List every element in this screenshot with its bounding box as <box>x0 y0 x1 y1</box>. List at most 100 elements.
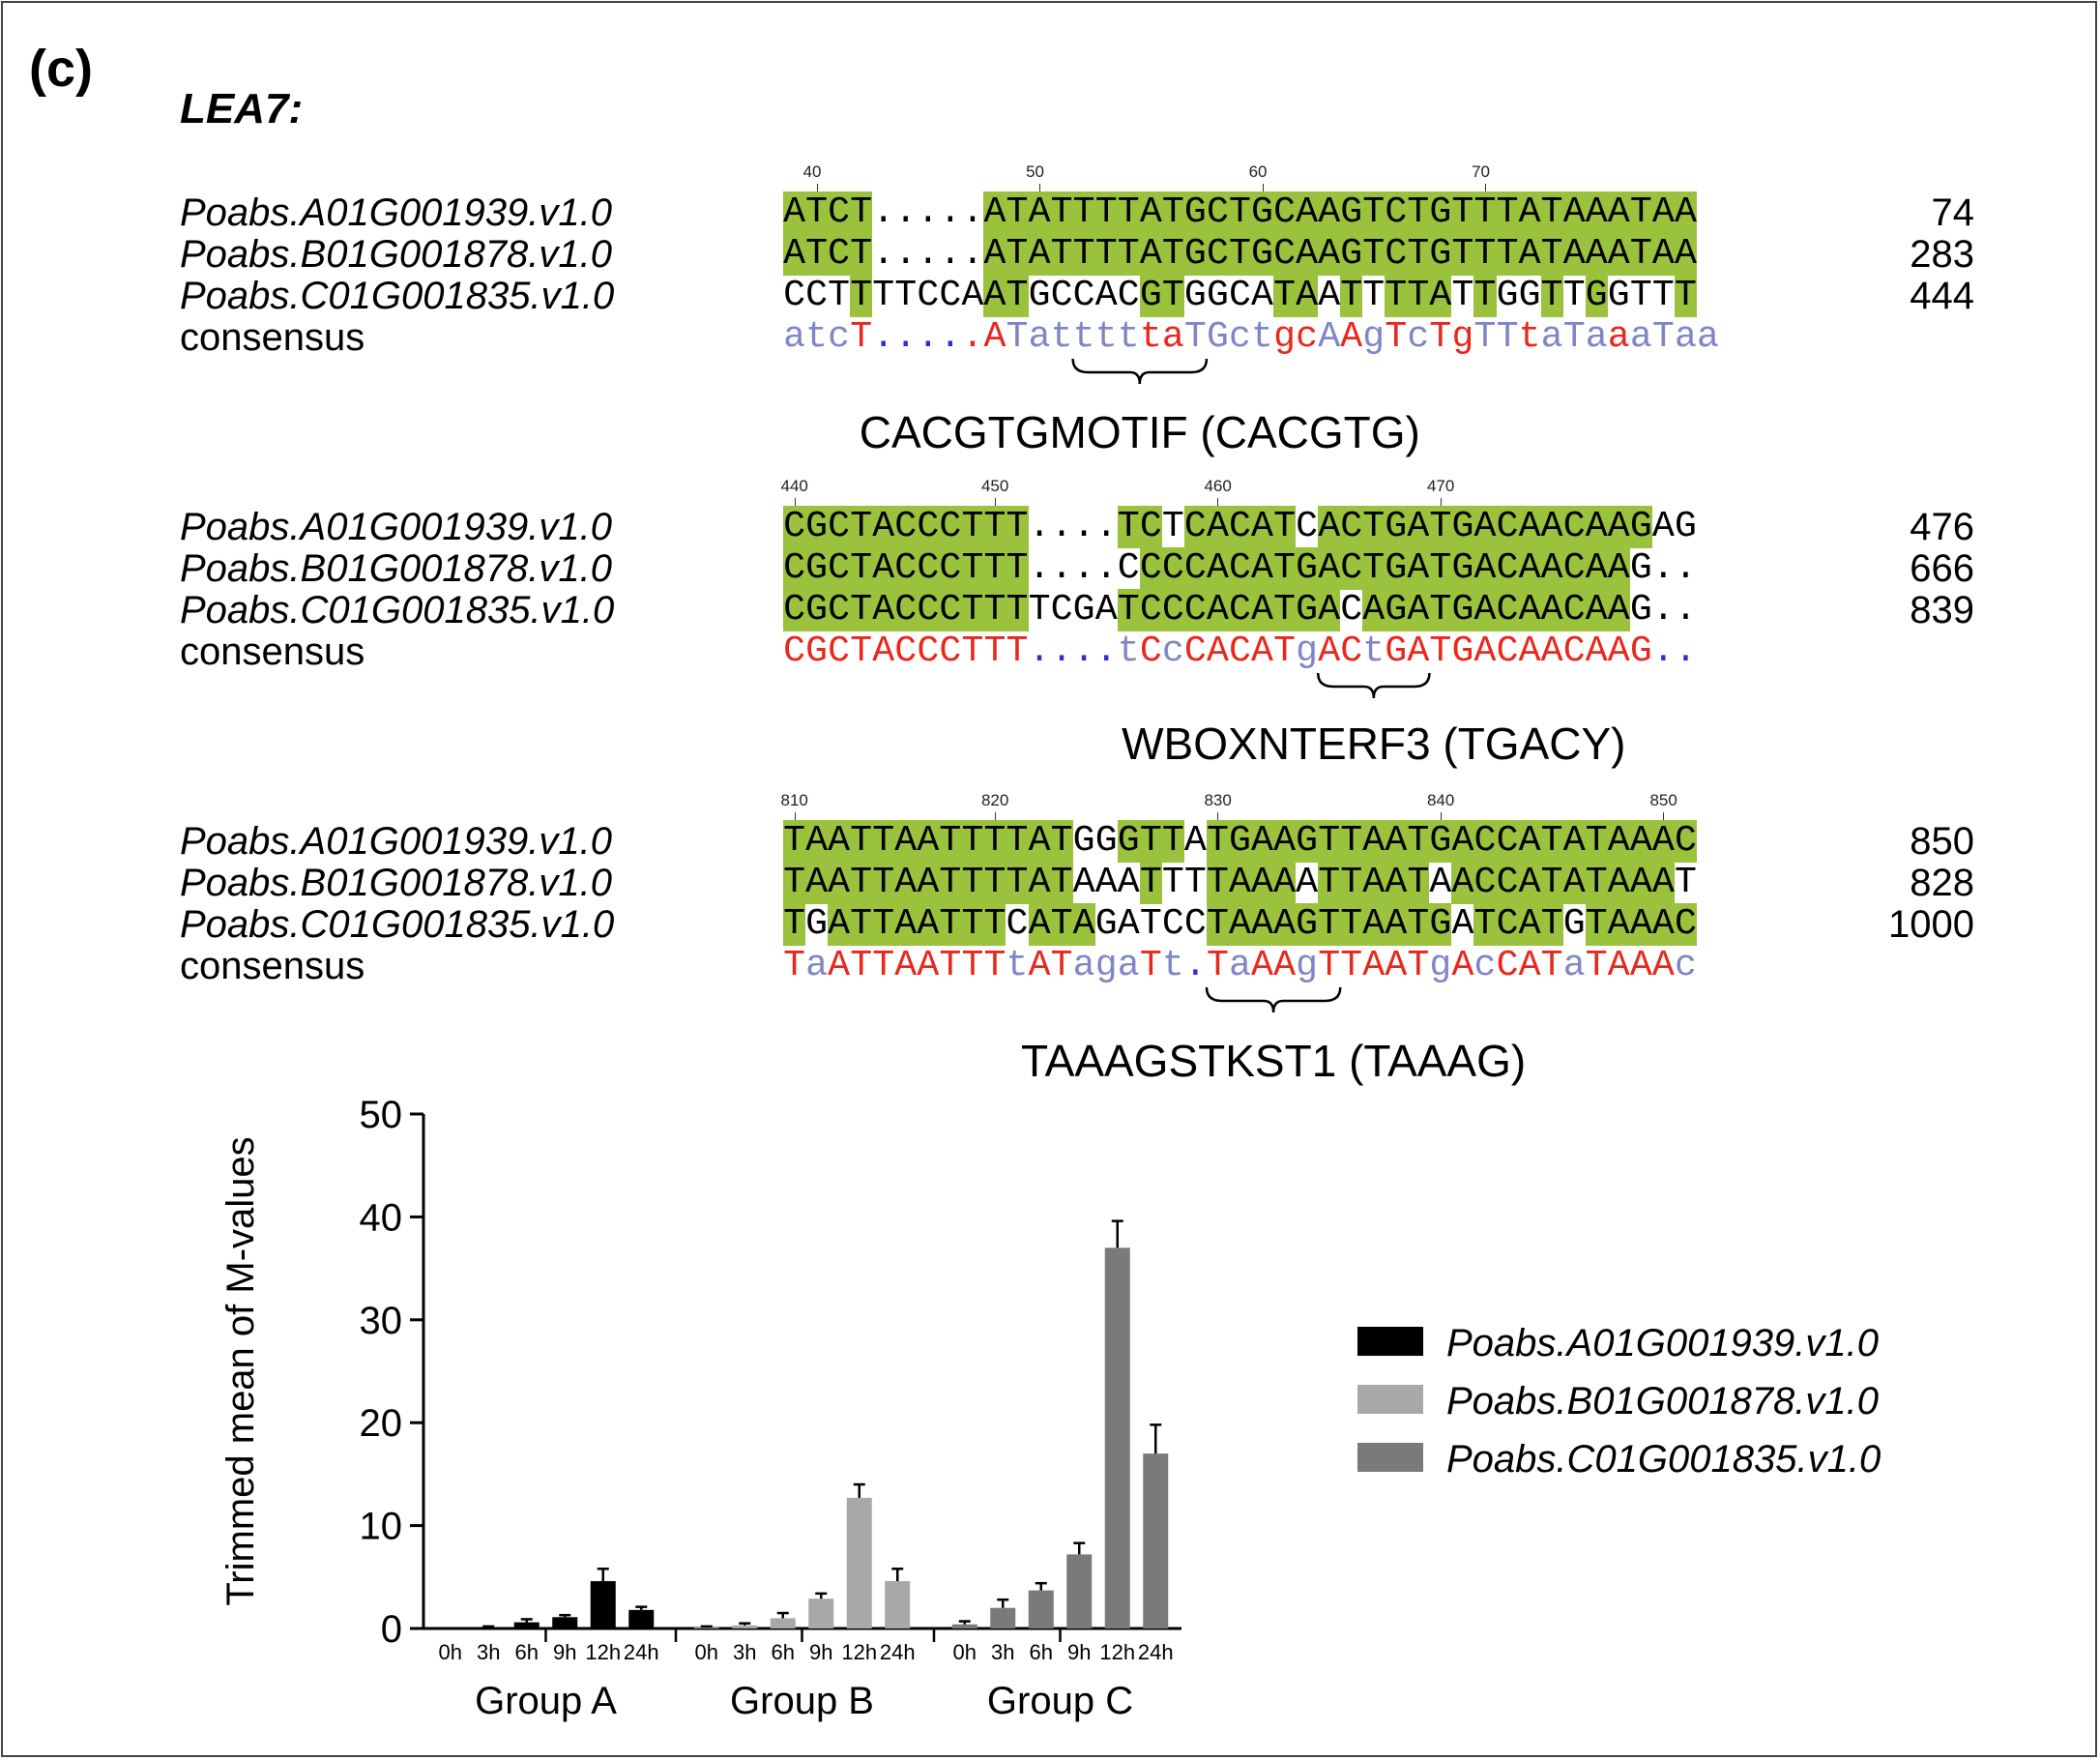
legend-swatch <box>1357 1443 1423 1472</box>
sequence-name: Poabs.A01G001939.v1.0 <box>180 506 613 548</box>
y-tick-label: 50 <box>360 1094 403 1136</box>
ruler-label: 850 <box>1649 791 1677 809</box>
sequence-name: Poabs.A01G001939.v1.0 <box>180 191 613 234</box>
sequence-row: TGATTAATTTCATAGATCCTAAAGTTAATGATCATGTAAA… <box>783 903 1697 946</box>
group-label: Group B <box>730 1680 874 1722</box>
x-tick-label: 6h <box>515 1640 539 1664</box>
ruler-tick <box>994 812 996 820</box>
bar <box>1143 1453 1169 1628</box>
y-tick-label: 30 <box>360 1300 403 1342</box>
ruler-tick <box>1217 498 1219 506</box>
sequence-row: CGCTACCCTTT....TCTCACATCACTGATGACAACAAGA… <box>783 506 1697 548</box>
ruler-tick <box>1663 812 1665 820</box>
ruler-tick <box>1262 184 1264 191</box>
x-tick-label: 0h <box>953 1640 977 1664</box>
group-label: Group A <box>475 1680 617 1722</box>
x-tick-label: 0h <box>439 1640 462 1664</box>
sequence-position: 850 <box>1910 820 1974 863</box>
sequence-position: 74 <box>1931 191 1975 234</box>
bar <box>770 1618 796 1628</box>
ruler-label: 50 <box>1026 162 1044 181</box>
ruler-tick <box>1440 812 1442 820</box>
sequence-name: Poabs.B01G001878.v1.0 <box>180 862 613 904</box>
x-tick-label: 12h <box>1099 1640 1135 1664</box>
sequence-position: 839 <box>1910 589 1974 631</box>
x-tick-label: 12h <box>585 1640 621 1664</box>
bar <box>846 1497 872 1628</box>
consensus-sequence: TaATTAATTTtATagaTt.TaAAgTTAATgAcCATaTAAA… <box>783 945 1697 986</box>
sequence-position: 1000 <box>1888 903 1974 946</box>
consensus-label: consensus <box>180 316 365 359</box>
x-tick-label: 3h <box>733 1640 756 1664</box>
sequence-name: Poabs.B01G001878.v1.0 <box>180 233 613 276</box>
bar <box>590 1581 616 1628</box>
ruler-label: 820 <box>980 791 1009 809</box>
ruler-tick <box>794 812 796 820</box>
x-tick-label: 0h <box>695 1640 718 1664</box>
consensus-sequence: atcT.....ATatttttaTGctgcAAgTcTgTTtaTaaaT… <box>783 316 1719 358</box>
sequence-name: Poabs.C01G001835.v1.0 <box>180 589 615 631</box>
x-tick-label: 24h <box>1138 1640 1174 1664</box>
bar <box>951 1624 977 1628</box>
sequence-name: Poabs.C01G001835.v1.0 <box>180 275 615 317</box>
y-tick-label: 10 <box>360 1506 403 1548</box>
ruler-label: 60 <box>1248 162 1268 181</box>
bar <box>1066 1554 1093 1628</box>
sequence-name: Poabs.B01G001878.v1.0 <box>180 547 613 590</box>
sequence-position: 476 <box>1910 506 1974 548</box>
consensus-label: consensus <box>180 945 365 987</box>
bar <box>1104 1247 1130 1628</box>
bar <box>990 1607 1016 1628</box>
x-tick-label: 9h <box>553 1640 576 1664</box>
ruler-label: 830 <box>1204 791 1232 809</box>
ruler-label: 810 <box>780 791 808 809</box>
legend-label: Poabs.C01G001835.v1.0 <box>1446 1438 1881 1481</box>
x-tick-label: 24h <box>624 1640 659 1664</box>
ruler-tick <box>1039 184 1041 191</box>
ruler-label: 840 <box>1426 791 1455 809</box>
sequence-row: ATCT.....ATATTTTATGCTGCAAGTCTGTTTATAAATA… <box>783 191 1697 234</box>
bar <box>628 1609 655 1628</box>
legend-label: Poabs.B01G001878.v1.0 <box>1446 1380 1879 1423</box>
group-label: Group C <box>987 1680 1133 1722</box>
consensus-label: consensus <box>180 631 365 673</box>
ruler-label: 440 <box>780 477 808 495</box>
motif-label: CACGTGMOTIF (CACGTG) <box>859 407 1420 457</box>
x-tick-label: 9h <box>1067 1640 1091 1664</box>
bar <box>513 1622 540 1628</box>
y-tick-label: 0 <box>381 1608 402 1651</box>
bar <box>732 1625 758 1628</box>
sequence-row: CCTTTTCCAATGCCACGTGGCATAATTTTATTGGTTGGTT… <box>783 275 1697 317</box>
bar <box>885 1581 911 1628</box>
sequence-name: Poabs.A01G001939.v1.0 <box>180 820 613 863</box>
y-tick-label: 40 <box>360 1196 403 1239</box>
ruler-label: 470 <box>1426 477 1455 495</box>
sequence-name: Poabs.C01G001835.v1.0 <box>180 903 615 946</box>
figure-title: LEA7: <box>180 85 304 132</box>
consensus-sequence: CGCTACCCTTT....tCcCACATgACtGATGACAACAAG.… <box>783 631 1697 672</box>
x-tick-label: 3h <box>477 1640 500 1664</box>
y-axis-label: Trimmed mean of M-values <box>219 1136 262 1605</box>
sequence-position: 828 <box>1910 862 1974 904</box>
ruler-tick <box>994 498 996 506</box>
ruler-tick <box>794 498 796 506</box>
bar <box>552 1617 578 1628</box>
ruler-label: 40 <box>802 162 822 181</box>
sequence-row: CGCTACCCTTT....CCCCACATGACTGATGACAACAAG.… <box>783 547 1697 590</box>
sequence-row: TAATTAATTTTATGGGTTATGAAGTTAATGACCATATAAA… <box>783 820 1697 863</box>
motif-label: WBOXNTERF3 (TGACY) <box>1122 719 1626 769</box>
legend-swatch <box>1357 1327 1423 1356</box>
sequence-row: CGCTACCCTTTTCGATCCCACATGACAGATGACAACAAG.… <box>783 589 1697 631</box>
ruler-tick <box>816 184 818 191</box>
motif-label: TAAAGSTKST1 (TAAAG) <box>1020 1036 1527 1086</box>
ruler-label: 450 <box>980 477 1009 495</box>
sequence-position: 666 <box>1910 547 1974 590</box>
ruler-label: 460 <box>1204 477 1232 495</box>
x-tick-label: 24h <box>880 1640 916 1664</box>
y-tick-label: 20 <box>360 1402 403 1445</box>
ruler-tick <box>1485 184 1487 191</box>
x-tick-label: 6h <box>1030 1640 1053 1664</box>
